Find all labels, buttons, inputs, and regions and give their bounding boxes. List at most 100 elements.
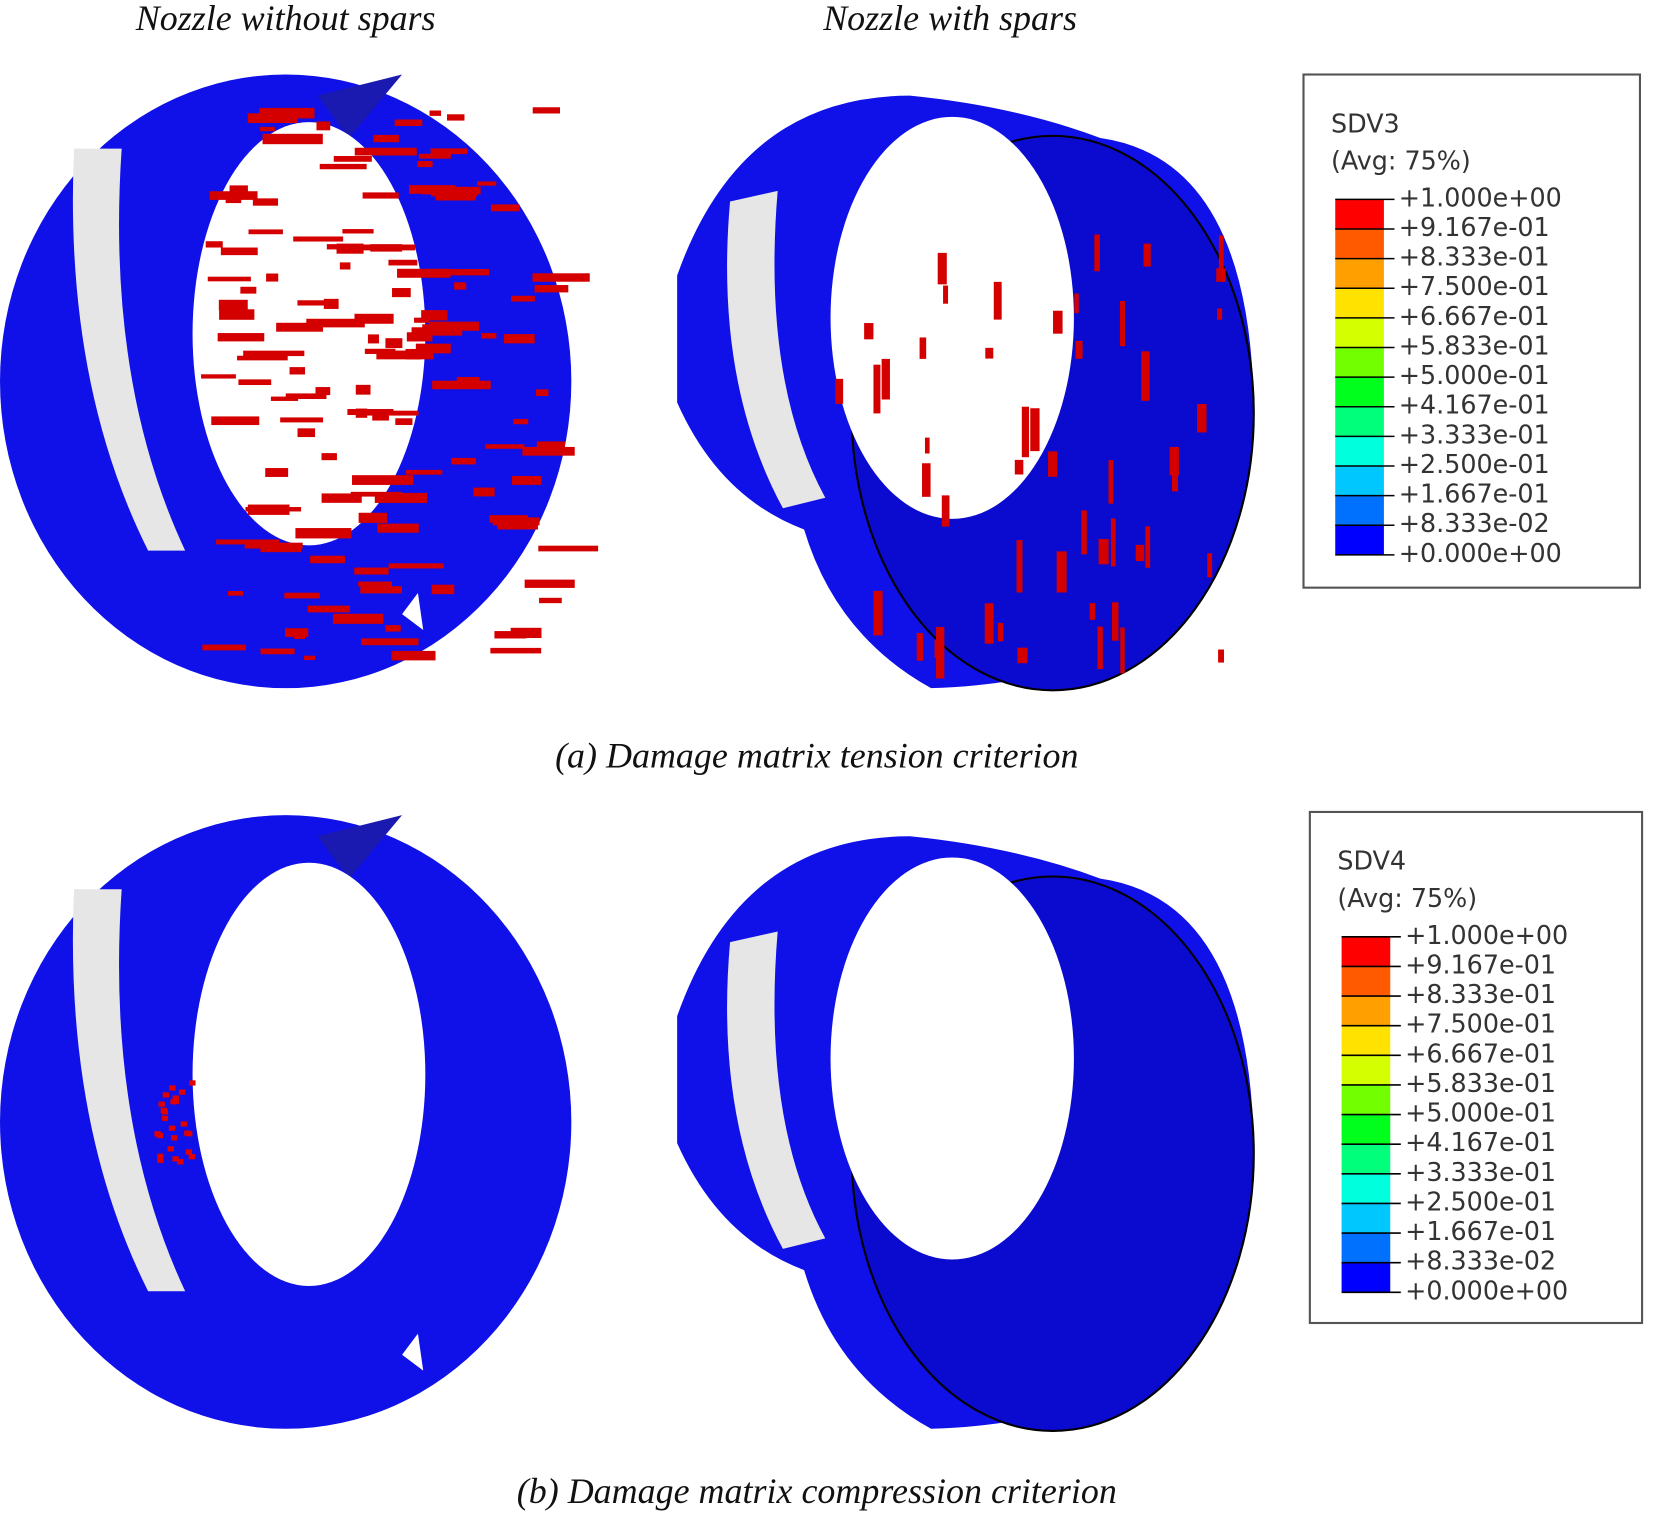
damage-mark — [160, 1107, 168, 1114]
damage-mark — [411, 327, 463, 336]
damage-mark — [360, 586, 402, 594]
legend-label: +0.000e+00 — [1405, 1275, 1568, 1305]
damage-mark — [315, 387, 331, 396]
damage-mark — [362, 192, 399, 199]
column-label: Nozzle without spars — [135, 0, 436, 38]
damage-mark — [1089, 603, 1096, 620]
damage-mark — [332, 613, 384, 624]
damage-mark — [205, 241, 223, 248]
damage-mark — [238, 379, 272, 386]
damage-mark — [941, 495, 950, 527]
legend-swatch — [1341, 936, 1391, 967]
legend-swatch — [1335, 436, 1384, 466]
damage-mark — [916, 633, 924, 661]
damage-mark — [157, 1153, 164, 1159]
legend-label: +1.667e-01 — [1405, 1216, 1556, 1246]
damage-mark — [361, 638, 419, 646]
legend-swatch — [1341, 996, 1391, 1026]
legend-swatch — [1335, 258, 1384, 289]
legend-label: +7.500e-01 — [1405, 1009, 1556, 1039]
damage-mark — [284, 592, 320, 599]
damage-mark — [1075, 340, 1083, 359]
damage-mark — [202, 644, 246, 651]
damage-mark — [1171, 474, 1179, 492]
damage-mark — [418, 153, 451, 159]
legend-swatch — [1341, 966, 1391, 997]
damage-mark — [201, 374, 236, 379]
damage-mark — [532, 273, 590, 282]
damage-mark — [225, 195, 242, 204]
damage-mark — [395, 418, 413, 425]
legend-swatch — [1335, 317, 1384, 348]
damage-mark — [429, 110, 442, 116]
damage-mark — [1081, 510, 1087, 555]
damage-mark — [1074, 293, 1079, 314]
legend-swatch — [1335, 347, 1384, 378]
damage-mark — [431, 584, 455, 595]
damage-mark — [297, 300, 325, 306]
damage-mark — [494, 631, 527, 639]
damage-mark — [1145, 526, 1151, 568]
damage-mark — [177, 1159, 184, 1165]
legend-swatch — [1335, 406, 1384, 437]
legend-label: +2.500e-01 — [1399, 449, 1550, 479]
damage-mark — [306, 318, 365, 328]
damage-mark — [1014, 459, 1024, 475]
damage-mark — [456, 376, 480, 386]
damage-mark — [993, 281, 1002, 320]
legend-label: +5.833e-01 — [1399, 330, 1550, 360]
damage-mark — [373, 134, 399, 143]
damage-mark — [342, 229, 374, 234]
damage-mark — [1030, 408, 1040, 452]
damage-mark — [219, 309, 255, 320]
legend-swatch — [1341, 1055, 1391, 1085]
legend-label: +8.333e-01 — [1399, 242, 1550, 272]
damage-mark — [934, 639, 942, 658]
damage-mark — [185, 1149, 193, 1155]
damage-mark — [1216, 268, 1226, 282]
damage-mark — [186, 1131, 193, 1137]
damage-mark — [430, 148, 468, 155]
legend-label: +1.000e+00 — [1405, 920, 1568, 950]
damage-mark — [367, 334, 379, 344]
damage-mark — [1056, 551, 1067, 593]
legends: SDV3(Avg: 75%)+1.000e+00+9.167e-01+8.333… — [1302, 73, 1644, 1325]
damage-mark — [280, 417, 324, 423]
damage-mark — [473, 487, 495, 497]
damage-mark — [355, 408, 368, 418]
legend-swatch — [1335, 377, 1384, 407]
damage-mark — [522, 446, 575, 456]
damage-mark — [172, 1156, 179, 1162]
damage-mark — [922, 463, 931, 497]
damage-mark — [217, 333, 265, 342]
damage-mark — [1197, 404, 1207, 433]
damage-mark — [237, 355, 288, 361]
damage-mark — [377, 523, 419, 533]
damage-mark — [435, 193, 476, 201]
damage-mark — [391, 650, 436, 661]
damage-mark — [247, 113, 298, 124]
legend-swatch — [1341, 1025, 1391, 1056]
damage-mark — [262, 133, 323, 145]
damage-mark — [167, 1146, 174, 1152]
damage-mark — [333, 156, 372, 162]
legend-subtitle: (Avg: 75%) — [1331, 145, 1471, 175]
legend-label: +6.667e-01 — [1399, 301, 1550, 331]
damage-mark — [303, 655, 316, 661]
panel-caption: (a) Damage matrix tension criterion — [555, 736, 1078, 776]
legend-swatch — [1335, 288, 1384, 318]
damage-mark — [997, 622, 1004, 642]
damage-mark — [364, 348, 396, 354]
damage-mark — [211, 416, 260, 426]
damage-mark — [1141, 351, 1150, 401]
damage-mark — [1169, 446, 1179, 476]
damage-mark — [1119, 301, 1125, 347]
damage-mark — [985, 347, 994, 359]
damage-mark — [297, 428, 316, 438]
damage-mark — [260, 648, 295, 655]
damage-mark — [1053, 310, 1063, 334]
damage-mark — [265, 468, 289, 477]
damage-mark — [385, 338, 403, 349]
legend-swatch — [1335, 525, 1384, 555]
